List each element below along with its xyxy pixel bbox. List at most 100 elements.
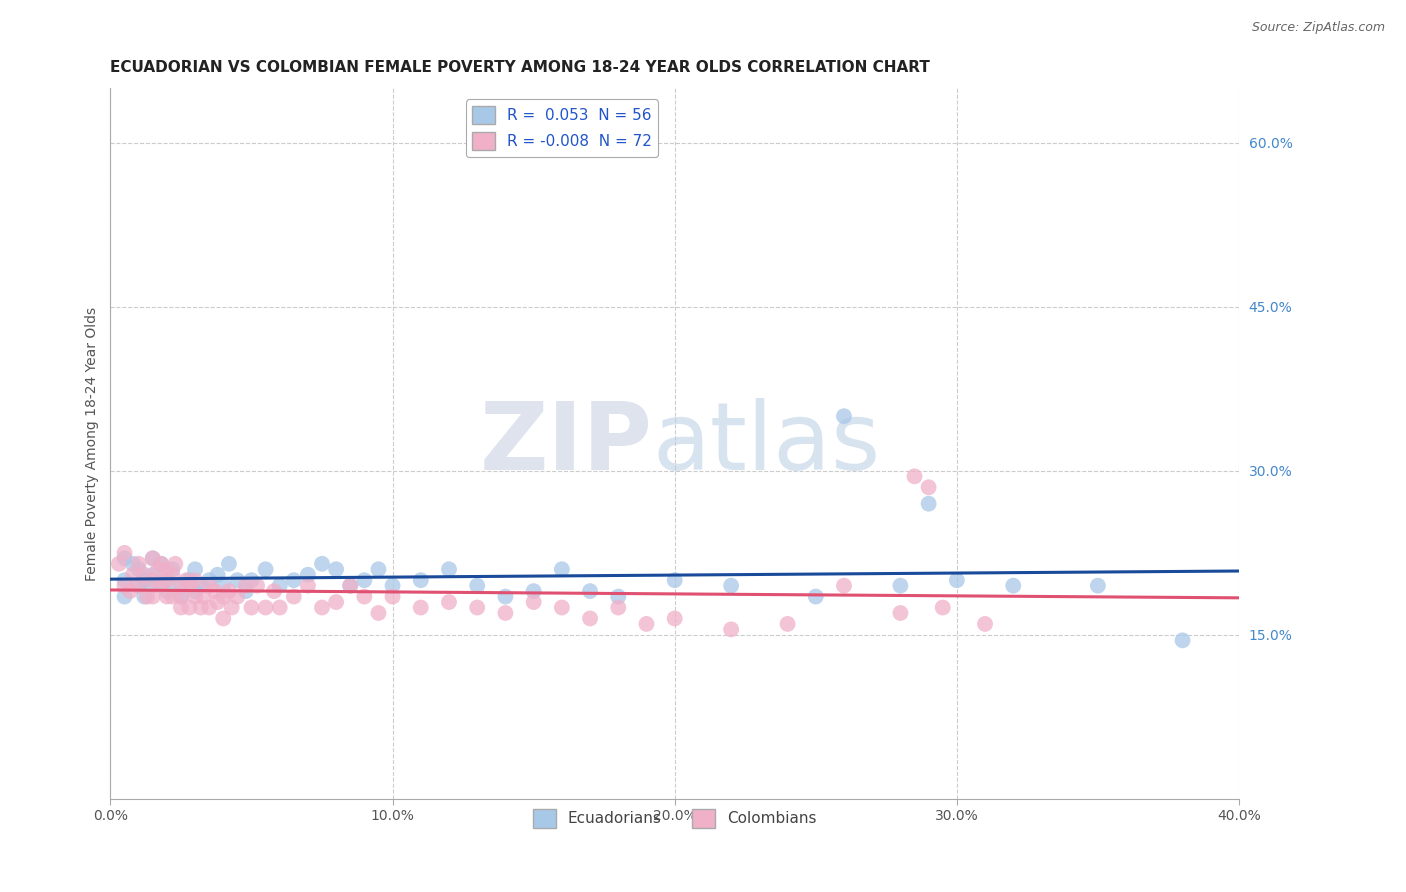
- Point: [156, 590, 179, 604]
- Point: [381, 579, 404, 593]
- Point: [207, 595, 229, 609]
- Point: [134, 567, 156, 582]
- Point: [235, 579, 257, 593]
- Point: [226, 590, 249, 604]
- Point: [114, 546, 136, 560]
- Point: [170, 579, 193, 593]
- Point: [142, 573, 165, 587]
- Point: [142, 551, 165, 566]
- Point: [339, 579, 361, 593]
- Point: [114, 590, 136, 604]
- Point: [367, 606, 389, 620]
- Point: [136, 590, 159, 604]
- Point: [170, 579, 193, 593]
- Point: [494, 590, 516, 604]
- Point: [162, 562, 184, 576]
- Point: [198, 579, 221, 593]
- Point: [367, 562, 389, 576]
- Point: [108, 557, 131, 571]
- Point: [128, 579, 150, 593]
- Point: [212, 590, 235, 604]
- Point: [150, 557, 173, 571]
- Point: [551, 600, 574, 615]
- Legend: Ecuadorians, Colombians: Ecuadorians, Colombians: [526, 803, 823, 834]
- Point: [212, 579, 235, 593]
- Point: [240, 573, 263, 587]
- Point: [465, 579, 488, 593]
- Point: [932, 600, 955, 615]
- Point: [240, 600, 263, 615]
- Point: [134, 573, 156, 587]
- Point: [142, 551, 165, 566]
- Point: [903, 469, 925, 483]
- Point: [974, 616, 997, 631]
- Point: [142, 567, 165, 582]
- Point: [339, 579, 361, 593]
- Point: [269, 600, 291, 615]
- Point: [128, 562, 150, 576]
- Point: [720, 623, 742, 637]
- Point: [148, 562, 170, 576]
- Point: [134, 590, 156, 604]
- Point: [664, 573, 686, 587]
- Point: [889, 579, 911, 593]
- Point: [494, 606, 516, 620]
- Point: [190, 600, 212, 615]
- Point: [218, 584, 240, 599]
- Point: [162, 590, 184, 604]
- Point: [221, 600, 243, 615]
- Point: [246, 579, 269, 593]
- Point: [142, 579, 165, 593]
- Point: [156, 562, 179, 576]
- Point: [218, 557, 240, 571]
- Point: [156, 573, 179, 587]
- Point: [207, 567, 229, 582]
- Point: [128, 579, 150, 593]
- Point: [184, 573, 207, 587]
- Point: [523, 595, 546, 609]
- Point: [254, 562, 277, 576]
- Point: [179, 573, 201, 587]
- Point: [263, 584, 285, 599]
- Point: [156, 584, 179, 599]
- Point: [832, 579, 855, 593]
- Point: [917, 497, 939, 511]
- Point: [804, 590, 827, 604]
- Point: [607, 600, 630, 615]
- Point: [1171, 633, 1194, 648]
- Point: [1087, 579, 1109, 593]
- Point: [776, 616, 799, 631]
- Point: [128, 557, 150, 571]
- Text: Source: ZipAtlas.com: Source: ZipAtlas.com: [1251, 21, 1385, 34]
- Text: atlas: atlas: [652, 398, 880, 490]
- Point: [325, 562, 347, 576]
- Point: [381, 590, 404, 604]
- Text: ECUADORIAN VS COLOMBIAN FEMALE POVERTY AMONG 18-24 YEAR OLDS CORRELATION CHART: ECUADORIAN VS COLOMBIAN FEMALE POVERTY A…: [111, 60, 931, 75]
- Point: [353, 573, 375, 587]
- Point: [122, 557, 145, 571]
- Point: [465, 600, 488, 615]
- Point: [269, 579, 291, 593]
- Point: [889, 606, 911, 620]
- Point: [1002, 579, 1025, 593]
- Point: [311, 600, 333, 615]
- Point: [198, 573, 221, 587]
- Point: [142, 590, 165, 604]
- Point: [114, 579, 136, 593]
- Point: [204, 584, 226, 599]
- Point: [165, 557, 187, 571]
- Point: [551, 562, 574, 576]
- Point: [122, 567, 145, 582]
- Y-axis label: Female Poverty Among 18-24 Year Olds: Female Poverty Among 18-24 Year Olds: [86, 307, 100, 581]
- Point: [832, 409, 855, 424]
- Point: [254, 600, 277, 615]
- Point: [283, 590, 305, 604]
- Point: [226, 573, 249, 587]
- Point: [150, 557, 173, 571]
- Point: [190, 579, 212, 593]
- Point: [176, 573, 198, 587]
- Point: [353, 590, 375, 604]
- Point: [212, 611, 235, 625]
- Point: [297, 567, 319, 582]
- Point: [664, 611, 686, 625]
